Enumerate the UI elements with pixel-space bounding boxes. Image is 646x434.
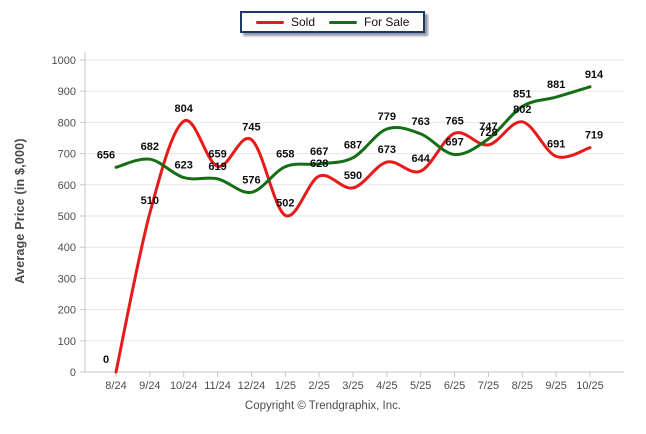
x-tick-label: 8/25: [512, 380, 533, 392]
y-tick-label: 700: [58, 149, 76, 161]
data-label: 644: [412, 153, 431, 165]
legend-label-sold: Sold: [291, 15, 316, 29]
x-tick-label: 1/25: [275, 380, 296, 392]
copyright-text: Copyright © Trendgraphix, Inc.: [244, 400, 402, 412]
data-label: 779: [378, 111, 396, 123]
data-label: 667: [310, 146, 328, 158]
x-tick-label: 6/25: [444, 380, 465, 392]
x-tick-label: 9/25: [545, 380, 566, 392]
x-tick-label: 8/24: [105, 380, 126, 392]
data-label: 659: [208, 148, 226, 160]
data-label: 697: [445, 137, 463, 149]
data-label: 745: [242, 122, 260, 134]
y-tick-label: 800: [58, 117, 76, 129]
y-tick-label: 600: [58, 180, 76, 192]
data-label: 673: [378, 144, 396, 156]
y-tick-label: 0: [70, 367, 76, 379]
data-label: 576: [242, 174, 260, 186]
data-label: 747: [479, 121, 497, 133]
x-tick-label: 12/24: [238, 380, 266, 392]
y-tick-label: 1000: [52, 55, 76, 67]
x-tick-label: 4/25: [376, 380, 397, 392]
data-label: 656: [97, 149, 115, 161]
x-tick-label: 3/25: [342, 380, 363, 392]
legend-item-for-sale: For Sale: [329, 16, 409, 28]
data-label: 719: [585, 130, 603, 142]
data-label: 763: [412, 116, 430, 128]
series-line-for-sale: [114, 85, 592, 194]
for-sale-line-swatch-icon: [329, 20, 358, 24]
data-label: 687: [344, 140, 362, 152]
legend-label-for-sale: For Sale: [364, 15, 410, 29]
data-label: 682: [141, 141, 159, 153]
data-label: 728: [479, 127, 497, 139]
x-tick-label: 7/25: [478, 380, 499, 392]
sold-line-swatch-icon: [256, 20, 284, 24]
x-tick-label: 2/25: [308, 380, 329, 392]
data-label: 619: [208, 161, 226, 173]
data-label: 802: [513, 104, 531, 116]
y-tick-label: 400: [58, 242, 76, 254]
data-label: 510: [141, 195, 159, 207]
data-label: 881: [547, 79, 565, 91]
data-label: 628: [310, 158, 328, 170]
data-label: 590: [344, 170, 362, 182]
x-tick-label: 5/25: [410, 380, 431, 392]
x-tick-label: 10/25: [576, 380, 604, 392]
data-label: 804: [175, 103, 194, 115]
data-label: 623: [175, 160, 193, 172]
y-tick-label: 300: [58, 273, 76, 285]
data-label: 0: [103, 354, 109, 366]
x-tick-label: 11/24: [204, 380, 231, 392]
data-label: 851: [513, 88, 531, 100]
legend-item-sold: Sold: [256, 16, 315, 28]
series-line-sold: [114, 119, 592, 374]
y-tick-label: 100: [58, 336, 76, 348]
chart-legend: Sold For Sale: [240, 11, 426, 33]
data-label: 914: [585, 69, 604, 81]
y-tick-label: 500: [58, 211, 76, 223]
data-label: 502: [276, 197, 294, 209]
x-tick-label: 10/24: [170, 380, 198, 392]
y-tick-label: 900: [58, 86, 76, 98]
y-axis-title: Average Price (in $,000): [13, 138, 27, 284]
x-tick-label: 9/24: [139, 380, 160, 392]
y-tick-label: 200: [58, 305, 76, 317]
data-label: 765: [445, 115, 463, 127]
data-label: 691: [547, 138, 565, 150]
data-label: 658: [276, 149, 294, 161]
